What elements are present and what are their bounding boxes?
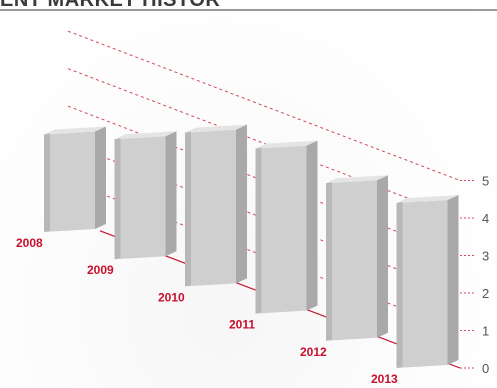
bar-side-2011 <box>306 140 318 311</box>
bar-front-2010 <box>185 129 236 287</box>
x-category-label: 2009 <box>87 263 114 277</box>
x-category-label: 2012 <box>300 345 327 359</box>
y-tick-label: 0 <box>482 361 489 376</box>
title-divider <box>0 9 497 11</box>
y-tick-label: 4 <box>482 211 489 226</box>
bar-side-2012 <box>377 175 388 338</box>
y-tick-label: 5 <box>482 174 489 189</box>
bar-edge-2009 <box>114 138 121 260</box>
bar-top-2013 <box>396 195 459 203</box>
bar-edge-2008 <box>44 133 50 232</box>
bar-top-2010 <box>185 124 247 133</box>
bar-front-2012 <box>326 180 377 341</box>
bar-edge-2013 <box>396 202 403 368</box>
bar-side-2009 <box>165 131 177 257</box>
bar-side-2010 <box>236 124 247 284</box>
bar-front-2011 <box>255 145 307 314</box>
bar-front-2008 <box>44 131 95 232</box>
x-category-label: 2013 <box>371 372 398 386</box>
bar-top-2011 <box>255 140 318 149</box>
grid-line <box>67 143 461 294</box>
grid-line <box>67 30 461 181</box>
grid-line <box>67 68 461 219</box>
bar-top-2012 <box>326 175 388 184</box>
bar-edge-2011 <box>255 147 262 314</box>
x-category-label: 2011 <box>229 318 255 332</box>
bar-top-2009 <box>114 131 177 140</box>
y-tick-label: 1 <box>482 324 489 339</box>
bar-front-2013 <box>396 200 448 368</box>
bar-side-2013 <box>447 195 459 365</box>
x-category-label: 2010 <box>158 290 185 304</box>
bar-side-2008 <box>95 126 106 229</box>
bar-edge-2012 <box>326 182 332 341</box>
bar-top-2008 <box>44 126 106 135</box>
bar-edge-2010 <box>185 131 191 287</box>
grid-line <box>67 105 461 256</box>
y-tick-label: 3 <box>482 249 489 264</box>
x-category-label: 2008 <box>16 236 43 250</box>
page-title: ENT MARKET HISTOR <box>0 0 221 11</box>
bar-front-2009 <box>114 136 166 260</box>
grid-line <box>67 180 461 331</box>
y-tick-label: 2 <box>482 286 489 301</box>
